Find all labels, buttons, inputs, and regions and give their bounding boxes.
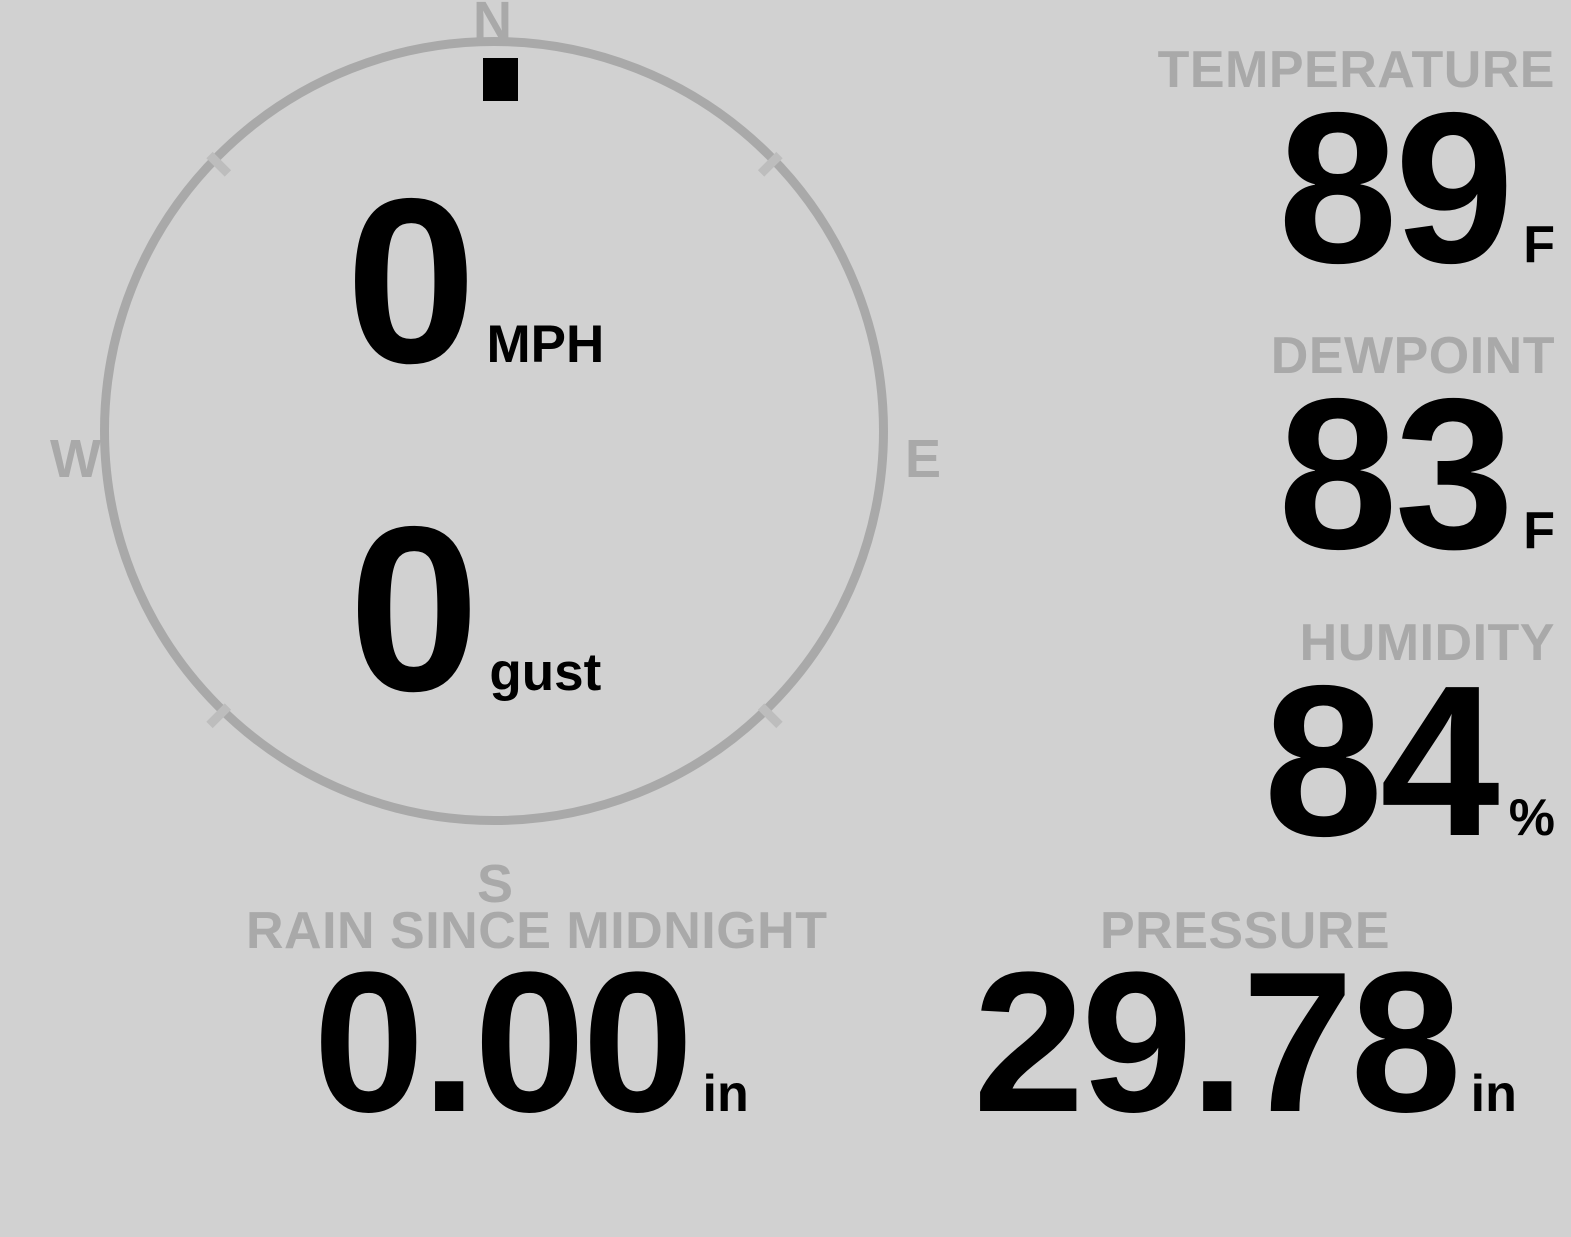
temperature-label: TEMPERATURE [1157, 41, 1555, 99]
temperature-value-row: 89 F [1158, 67, 1555, 308]
wind-direction-marker-icon [483, 58, 518, 101]
compass-tick-ne [757, 151, 783, 177]
compass-label-south: S [477, 854, 514, 914]
compass-label-west: W [50, 429, 101, 489]
pressure-metric: PRESSURE 29.78 in [930, 902, 1560, 1154]
rain-metric: RAIN SINCE MIDNIGHT 0.00 in [246, 902, 828, 1154]
humidity-metric: HUMIDITY 84 % [1263, 614, 1555, 881]
wind-speed-unit: MPH [486, 315, 605, 374]
humidity-label: HUMIDITY [1299, 614, 1555, 672]
pressure-label: PRESSURE [1099, 902, 1391, 960]
compass-label-east: E [905, 429, 942, 489]
dewpoint-unit: F [1523, 502, 1555, 560]
humidity-value-row: 84 % [1263, 640, 1555, 881]
humidity-unit: % [1508, 789, 1555, 847]
wind-compass-panel: N E S W 0 MPH 0 gust [0, 0, 950, 920]
wind-speed-readout: 0 MPH [0, 149, 950, 412]
rain-unit: in [702, 1065, 749, 1123]
humidity-value: 84 [1263, 640, 1500, 881]
dewpoint-metric: DEWPOINT 83 F [1270, 327, 1555, 594]
dewpoint-value-row: 83 F [1271, 353, 1555, 594]
dewpoint-value: 83 [1278, 353, 1514, 594]
temperature-metric: TEMPERATURE 89 F [1157, 41, 1555, 308]
compass-ring [100, 37, 888, 825]
wind-gust-unit: gust [489, 643, 602, 702]
compass-tick-se [757, 703, 783, 729]
compass-tick-nw [205, 151, 231, 177]
wind-gust-readout: 0 gust [0, 477, 950, 740]
compass-tick-sw [205, 703, 231, 729]
pressure-value: 29.78 [973, 931, 1461, 1154]
rain-label: RAIN SINCE MIDNIGHT [246, 902, 828, 960]
wind-gust-value: 0 [348, 477, 480, 740]
pressure-unit: in [1470, 1065, 1517, 1123]
wind-speed-value: 0 [345, 149, 477, 412]
rain-value: 0.00 [313, 931, 693, 1154]
compass-label-north: N [473, 0, 512, 51]
rain-value-row: 0.00 in [246, 931, 816, 1154]
temperature-unit: F [1523, 216, 1555, 274]
pressure-value-row: 29.78 in [930, 931, 1560, 1154]
temperature-value: 89 [1278, 67, 1514, 308]
dewpoint-label: DEWPOINT [1270, 327, 1555, 385]
